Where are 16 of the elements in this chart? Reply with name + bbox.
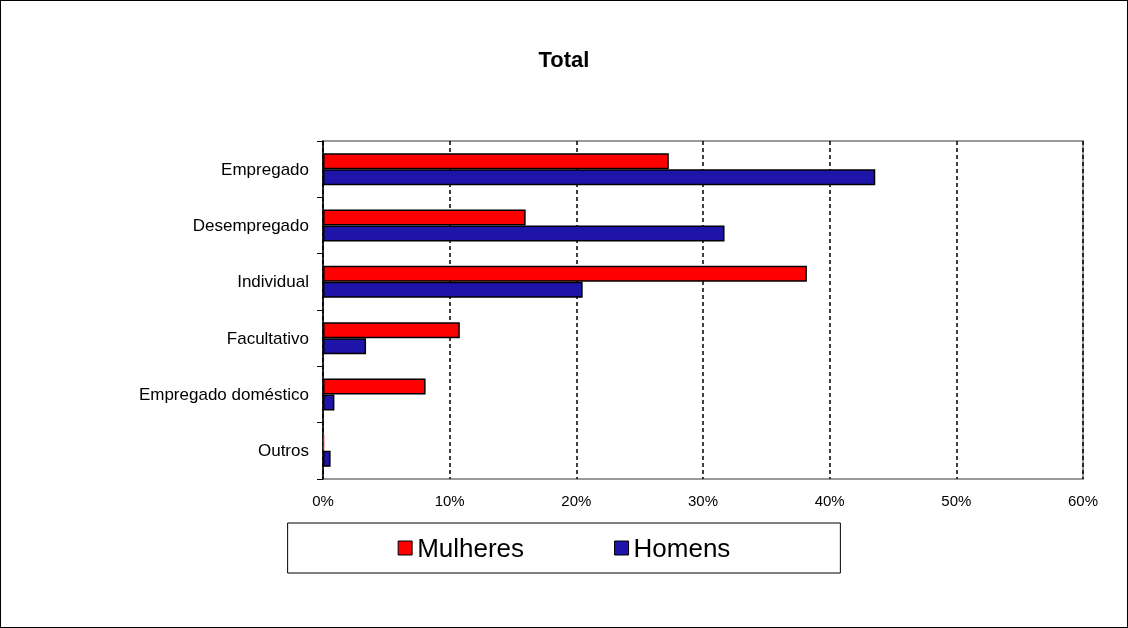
x-tick-label: 50% xyxy=(941,492,972,509)
x-tick-label: 60% xyxy=(1067,492,1099,509)
y-tick-label: Empregado xyxy=(221,159,309,179)
y-tick-label: Desempregado xyxy=(192,216,309,235)
x-tick-label: 10% xyxy=(434,492,465,509)
legend-label: Mulheres xyxy=(417,533,525,563)
x-tick-label: 40% xyxy=(814,492,845,509)
y-tick-label: Facultativo xyxy=(226,328,309,348)
x-tick-label: 30% xyxy=(687,492,719,509)
y-tick-label: Empregado doméstico xyxy=(138,385,309,404)
chart-title: Total xyxy=(538,46,590,72)
x-tick-label: 20% xyxy=(561,492,592,509)
y-tick-label: Individual xyxy=(237,272,309,292)
legend-label: Homens xyxy=(633,533,731,563)
x-tick-label: 0% xyxy=(312,492,334,509)
y-tick-label: Outros xyxy=(257,441,309,461)
